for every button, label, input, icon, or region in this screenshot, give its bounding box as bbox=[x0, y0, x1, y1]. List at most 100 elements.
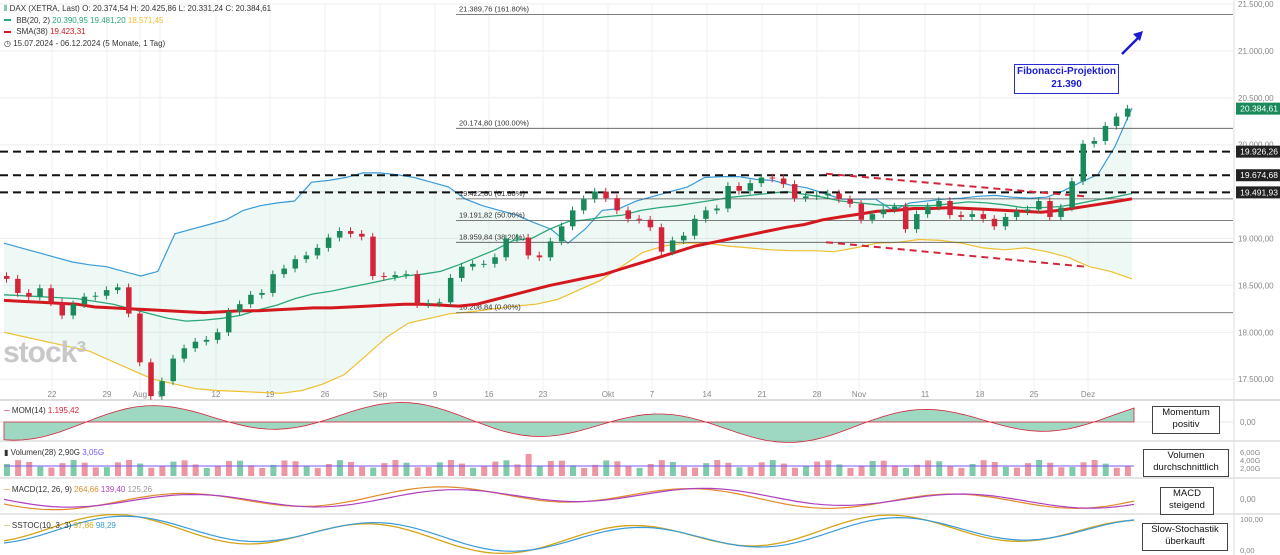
candle-body bbox=[270, 274, 276, 293]
volume-bar bbox=[758, 462, 765, 476]
stoc-legend: ─ SSTOC(10, 3, 3) 97,86 98,29 bbox=[4, 521, 116, 530]
x-tick-label: 7 bbox=[650, 390, 655, 399]
watermark-logo: stock³ bbox=[3, 336, 86, 369]
volume-bar bbox=[614, 461, 621, 476]
volume-bar bbox=[148, 467, 155, 476]
volume-bar bbox=[4, 464, 10, 476]
volume-bar bbox=[26, 461, 33, 476]
candle-body bbox=[392, 275, 398, 277]
volume-bar bbox=[847, 467, 854, 476]
volume-bar bbox=[836, 464, 843, 476]
candle-body bbox=[636, 218, 643, 220]
volume-bar bbox=[170, 461, 177, 476]
bollinger-lower-line bbox=[3, 238, 1133, 394]
candle-body bbox=[15, 278, 21, 293]
volume-bar bbox=[192, 464, 199, 476]
candle-body bbox=[714, 208, 720, 211]
candle-body bbox=[336, 231, 343, 238]
fibonacci-annotation: Fibonacci-Projektion 21.390 bbox=[1014, 64, 1119, 94]
candle-body bbox=[103, 290, 110, 296]
candle-body bbox=[259, 292, 265, 295]
candle-body bbox=[314, 247, 321, 256]
candle-body bbox=[37, 288, 43, 297]
bb-swatch bbox=[4, 19, 11, 22]
volume-bar bbox=[625, 466, 632, 476]
candle-body bbox=[370, 236, 376, 277]
candle-body bbox=[1047, 201, 1053, 217]
candle-body bbox=[70, 304, 77, 316]
y-tick-label: 21.500,00 bbox=[1238, 0, 1274, 9]
projection-arrow-shaft bbox=[1121, 35, 1141, 55]
candle-body bbox=[1058, 207, 1064, 217]
x-tick-label: Aug bbox=[133, 390, 147, 399]
x-tick-label: 11 bbox=[921, 390, 930, 399]
price-tag-bg bbox=[1236, 102, 1280, 115]
volume-bar bbox=[181, 460, 188, 476]
y-tick-label: 18.500,00 bbox=[1238, 281, 1274, 290]
volume-bar bbox=[803, 466, 810, 476]
volume-bar bbox=[1091, 460, 1098, 476]
candle-body bbox=[203, 339, 210, 342]
candle-body bbox=[936, 201, 942, 207]
volume-bar bbox=[314, 467, 321, 476]
volume-bar bbox=[814, 461, 821, 476]
volume-bar bbox=[736, 467, 743, 476]
candle-body bbox=[192, 341, 199, 349]
volume-bar bbox=[447, 460, 454, 476]
candle-body bbox=[547, 241, 554, 258]
x-tick-label: 12 bbox=[212, 390, 221, 399]
volume-bar bbox=[1036, 460, 1043, 476]
price-tag-label: 19.491,93 bbox=[1240, 187, 1278, 197]
candle-body bbox=[669, 240, 676, 252]
candle-body bbox=[603, 191, 609, 199]
volume-bar bbox=[714, 460, 721, 476]
volume-bar bbox=[969, 463, 976, 476]
volume-bar bbox=[703, 463, 710, 476]
volume-bar bbox=[325, 463, 332, 476]
volume-bar bbox=[137, 463, 144, 476]
candle-body bbox=[470, 263, 476, 267]
candle-body bbox=[436, 302, 443, 304]
fibonacci-annotation-value: 21.390 bbox=[1051, 78, 1082, 90]
candle-body bbox=[914, 214, 920, 230]
volume-bar bbox=[1002, 466, 1009, 476]
candle-body bbox=[447, 277, 454, 303]
volume-bar bbox=[692, 467, 699, 476]
candle-body bbox=[958, 215, 964, 217]
volume-bar bbox=[547, 460, 554, 476]
fibonacci-level-label: 18.959,84 (38.20%) bbox=[459, 232, 525, 241]
candle-body bbox=[26, 292, 32, 297]
candle-body bbox=[425, 303, 432, 305]
volume-bar bbox=[891, 465, 898, 476]
x-tick-label: Okt bbox=[602, 390, 615, 399]
candle-body bbox=[703, 210, 709, 219]
sma-swatch bbox=[4, 30, 11, 33]
candle-body bbox=[769, 177, 776, 179]
legend-bb: BB(20, 2) 20.390,95 19.481,20 18.571,45 bbox=[4, 15, 271, 27]
candle-body bbox=[303, 255, 310, 260]
volume-bar bbox=[70, 460, 77, 476]
candle-body bbox=[481, 263, 487, 265]
x-tick-label: 25 bbox=[1030, 390, 1039, 399]
candle-body bbox=[692, 218, 698, 236]
candle-body bbox=[736, 185, 742, 191]
candle-body bbox=[680, 235, 687, 241]
candle-body bbox=[514, 237, 521, 239]
volume-bar bbox=[570, 465, 576, 476]
mom-area bbox=[3, 402, 1135, 443]
volume-bar bbox=[37, 466, 44, 476]
projection-arrowhead bbox=[1133, 31, 1143, 41]
volume-bar bbox=[59, 463, 66, 476]
volume-bar bbox=[603, 460, 610, 476]
candle-body bbox=[847, 199, 853, 204]
fibonacci-level-label: 18.208,84 (0.00%) bbox=[459, 303, 521, 312]
volume-bar bbox=[292, 461, 299, 476]
volume-tick: 4,00G bbox=[1240, 456, 1261, 465]
candle-body bbox=[803, 196, 809, 199]
candle-icon: ⫴ bbox=[4, 4, 8, 13]
volume-bar bbox=[780, 463, 787, 476]
candle-body bbox=[214, 332, 221, 340]
x-tick-label: 22 bbox=[48, 390, 57, 399]
volume-bar bbox=[114, 462, 121, 476]
volume-bar bbox=[503, 460, 510, 476]
